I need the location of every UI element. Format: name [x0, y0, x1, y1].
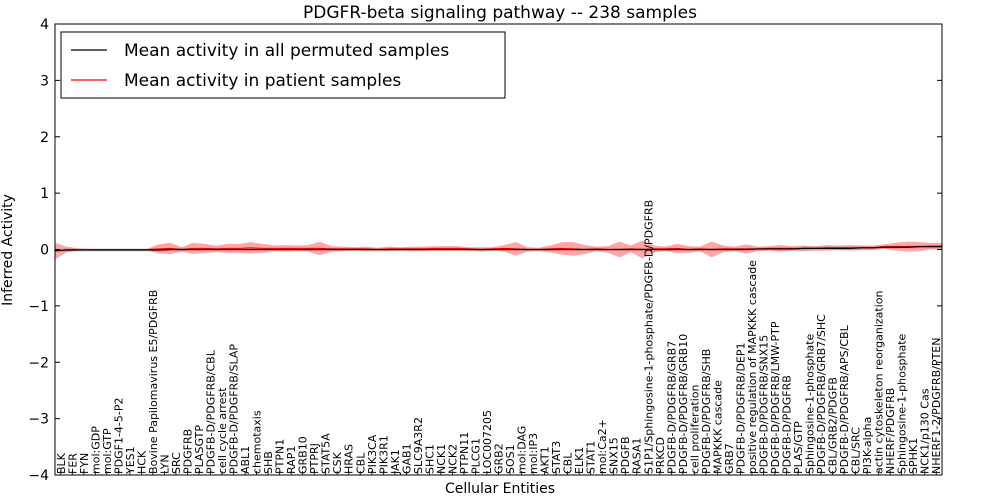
chart-title: PDGFR-beta signaling pathway -- 238 samp…: [303, 3, 697, 23]
x-tick-label: PDGFB-D/PDGFRB/APS/CBL: [838, 324, 851, 474]
x-tick-label: PTPRJ: [308, 443, 321, 474]
x-tick-label: PDGFB-D/PDGFRB/GRB7: [665, 341, 678, 474]
x-tick-label: CBL: [354, 452, 367, 474]
x-tick-label: SHB: [262, 451, 275, 474]
x-tick-label: HRAS: [343, 444, 356, 474]
y-tick-label: 2: [40, 130, 49, 146]
x-tick-label: AKT1: [539, 446, 552, 474]
x-tick-label: PLASGTP: [193, 425, 206, 474]
x-tick-label: SPHK1: [907, 438, 920, 474]
x-tick-label: GAB1: [400, 443, 413, 474]
x-tick-label: NCK2: [446, 444, 459, 474]
x-tick-label: MAPKKK cascade: [711, 380, 724, 474]
x-tick-label: PTPN11: [458, 432, 471, 474]
x-tick-label: PIK3R1: [377, 435, 390, 474]
x-tick-label: PDGF1-4-5-P2: [112, 398, 125, 475]
x-tick-label: PDGFB-D/PDGFRB/DEP1: [734, 342, 747, 474]
x-tick-label: HCK: [135, 450, 148, 474]
permuted-line: [54, 246, 942, 252]
legend-label-patient: Mean activity in patient samples: [124, 71, 401, 91]
x-tick-label: ELK1: [573, 447, 586, 474]
y-tick-label: −4: [28, 468, 49, 484]
x-tick-label: PTPN1: [274, 439, 287, 474]
y-tick-label: −1: [28, 299, 49, 315]
y-tick-label: 4: [40, 17, 49, 33]
x-tick-label: SLC9A3R2: [412, 417, 425, 474]
legend: Mean activity in all permuted samples Me…: [60, 31, 506, 99]
x-axis-label: Cellular Entities: [445, 481, 555, 497]
x-tick-label: GRB10: [297, 436, 310, 474]
legend-label-permuted: Mean activity in all permuted samples: [124, 41, 449, 61]
x-tick-label: PDGFRB: [181, 429, 194, 474]
x-tick-label: SNX15: [608, 437, 621, 474]
x-tick-label: LOC007205: [481, 410, 494, 474]
x-tick-label: PDGFB: [619, 436, 632, 474]
x-tick-label: cell cycle arrest: [216, 387, 229, 474]
x-tick-label: PI3K-alpha: [861, 417, 874, 474]
y-axis: 4 3 2 1 0 −1 −2 −3 −4: [28, 17, 942, 484]
x-tick-label: cell proliferation: [688, 384, 701, 474]
x-tick-label: mol:GDP: [89, 426, 102, 474]
x-tick-label: FYN: [78, 453, 91, 474]
x-tick-label: SOS1: [504, 444, 517, 474]
x-tick-label: BLK: [55, 452, 68, 474]
x-tick-label: mol:Ca2+: [596, 419, 609, 474]
series-lines: [54, 245, 942, 252]
x-tick-label: NHERF1-2/PDGFRB/PTEN: [930, 338, 943, 474]
y-tick-label: −2: [28, 355, 49, 371]
x-tick-label: PDGFB-D/PDGFRB/SLAP: [228, 344, 241, 474]
x-tick-label: STAT3: [550, 441, 563, 474]
x-tick-label: PRKCD: [654, 437, 667, 474]
x-tick-label: PIK3CA: [366, 434, 379, 474]
x-tick-label: NHERF/PDGFRB: [884, 388, 897, 474]
x-tick-label: Sphingosine-1-phosphate: [896, 333, 909, 474]
x-tick-label: SRC: [170, 452, 183, 474]
y-tick-label: −3: [28, 412, 49, 428]
x-tick-label: GRB7: [723, 443, 736, 474]
x-tick-label: PDGFB-D/PDGFRB/GRB7/SHC: [815, 314, 828, 474]
x-tick-label: PDGFB-D/PDGFRB/GRB10: [677, 334, 690, 474]
x-tick-label: PDGFB-D/PDGFRB/SNX15: [757, 335, 770, 474]
x-tick-label: chemotaxis: [251, 410, 264, 474]
x-tick-label: FER: [66, 453, 79, 474]
x-tick-label: CBL/GRB2/PDGFB: [827, 377, 840, 474]
x-tick-label: PDGFB-D/PDGFRB: [780, 375, 793, 474]
x-tick-label: LYN: [158, 454, 171, 474]
x-tick-label: PDGFB-D/PDGFRB/CBL: [205, 349, 218, 474]
x-tick-label: PLAS/GTP: [792, 421, 805, 474]
legend-box: [60, 31, 506, 99]
x-tick-label: GRB2: [493, 443, 506, 474]
x-tick-label: mol:IP3: [527, 433, 540, 474]
y-tick-label: 0: [40, 243, 49, 259]
x-tick-label: JAK1: [389, 449, 402, 475]
x-tick-label: PDGFB-D/PDGFRB/LMW-PTP: [769, 321, 782, 474]
x-tick-label: PLCG1: [469, 438, 482, 474]
x-tick-label: YES1: [124, 446, 137, 475]
x-tick-label: NCK1/p130 Cas: [919, 388, 932, 474]
x-tick-label: CSK: [331, 451, 344, 474]
x-tick-label: NCK1: [435, 444, 448, 474]
x-tick-label: mol:DAG: [516, 426, 529, 474]
x-axis: BLKFERFYNmol:GDPmol:GTPPDGF1-4-5-P2YES1H…: [55, 200, 943, 475]
x-tick-label: CBL/SRC: [850, 427, 863, 474]
x-tick-label: RASA1: [631, 438, 644, 474]
y-axis-label: Inferred Activity: [0, 194, 16, 306]
x-tick-label: Sphingosine-1-phosphate: [804, 333, 817, 474]
y-tick-label: 1: [40, 186, 49, 202]
y-tick-label: 3: [40, 73, 49, 89]
x-tick-label: PDGFB-D/PDGFRB/SHB: [700, 349, 713, 474]
x-tick-label: STAT5A: [320, 433, 333, 474]
x-tick-label: RAP1: [285, 446, 298, 474]
x-tick-label: Bovine Papilomavirus E5/PDGFRB: [147, 290, 160, 474]
x-tick-label: mol:GTP: [101, 428, 114, 474]
x-tick-label: CBL: [562, 452, 575, 474]
x-tick-label: S1P1/Sphingosine-1-phosphate/PDGFB-D/PDG…: [642, 200, 655, 474]
x-tick-label: SHC1: [423, 444, 436, 474]
x-tick-label: actin cytoskeleton reorganization: [873, 290, 886, 474]
x-tick-label: ABL1: [239, 446, 252, 474]
x-tick-label: positive regulation of MAPKKK cascade: [746, 260, 759, 474]
x-tick-label: STAT1: [585, 441, 598, 474]
